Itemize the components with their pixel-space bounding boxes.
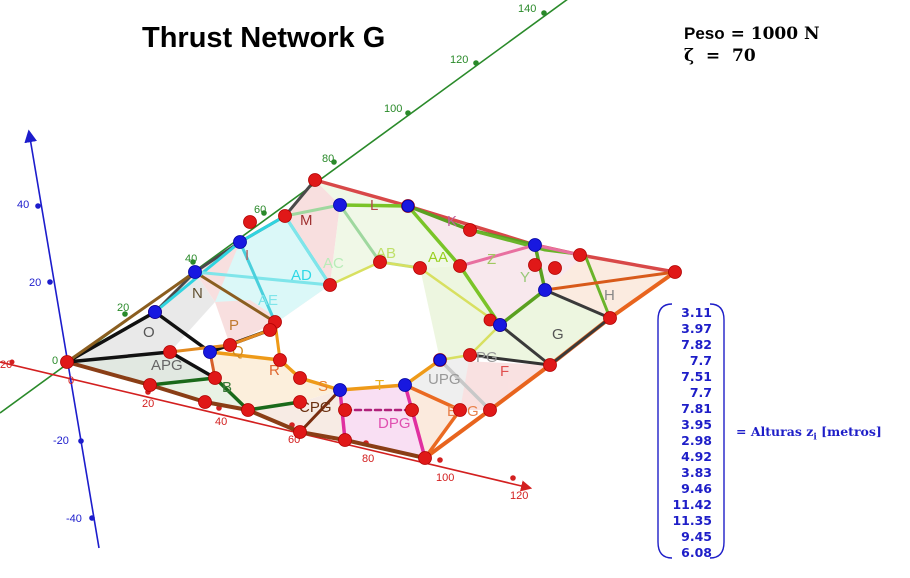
zeta-parameter: ζ = 70 [684, 46, 756, 66]
y-tick-label: 20 [117, 302, 129, 314]
region-label: O [143, 324, 155, 341]
equals-sign: = [700, 46, 727, 66]
region-label: Q [232, 343, 244, 360]
height-value: 3.95 [681, 417, 712, 432]
heights-values: 3.11 3.97 7.82 7.7 7.51 7.7 7.81 3.95 2.… [672, 305, 712, 561]
region-label: UPG [428, 371, 461, 388]
region-label: H [604, 287, 615, 304]
region-label: DPG [378, 415, 411, 432]
region-label: AD [291, 267, 312, 284]
region-label: Y [520, 269, 530, 286]
height-value: 11.35 [672, 513, 712, 528]
y-tick-label: 140 [518, 3, 536, 15]
y-tick-label: 60 [254, 204, 266, 216]
y-tick-label: 100 [384, 103, 402, 115]
zeta-label: ζ [684, 46, 695, 66]
height-value: 6.08 [681, 545, 712, 560]
heights-label: = Alturas zi [metros] [736, 424, 882, 443]
x-axis-line [0, 361, 533, 492]
region-labels: M L K AC AB AA Z AD Y N AE H O P G APG Q… [143, 197, 615, 432]
height-value: 11.42 [672, 497, 712, 512]
y-axis-tick-labels: 20 40 60 80 100 120 140 0 [52, 3, 536, 367]
region-label: AA [428, 249, 448, 266]
region-label: P [229, 317, 239, 334]
z-axis-tick-labels: 40 20 -20 -40 [17, 199, 82, 525]
z-axis-line [24, 129, 100, 549]
z-tick-label: -20 [53, 435, 69, 447]
heights-label-text: = Alturas z [736, 424, 814, 439]
x-tick-label: 40 [215, 416, 227, 428]
z-tick-label: 40 [17, 199, 29, 211]
equals-sign: = [730, 24, 751, 44]
heights-label-unit: [metros] [816, 424, 882, 439]
x-tick-label: 80 [362, 453, 374, 465]
height-value: 9.45 [681, 529, 712, 544]
x-tick-label: 100 [436, 472, 454, 484]
region-label: R [269, 362, 280, 379]
y-origin-label: 0 [52, 355, 58, 367]
z-tick-label: -40 [66, 513, 82, 525]
region-label: S [318, 378, 328, 395]
region-label: Z [487, 251, 496, 268]
x-axis-tick-labels: 20 40 60 80 100 120 0 20 [0, 359, 528, 502]
network-nodes-blue [148, 198, 552, 397]
height-value: 2.98 [681, 433, 712, 448]
x-tick-label: 120 [510, 490, 528, 502]
height-value: 7.7 [689, 353, 712, 368]
height-value: 7.7 [689, 385, 712, 400]
height-value: 3.83 [681, 465, 712, 480]
region-label: N [192, 285, 203, 302]
y-tick-label: 40 [185, 253, 197, 265]
zeta-value: 70 [732, 46, 756, 66]
region-label: G [552, 326, 564, 343]
region-label: L [370, 197, 378, 214]
weight-value: 1000 N [750, 24, 820, 44]
region-label: M [300, 212, 313, 229]
region-label: B [222, 379, 232, 396]
y-tick-label: 120 [450, 54, 468, 66]
region-label: K [447, 213, 457, 230]
x-tick-label: 20 [142, 398, 154, 410]
region-label: I [245, 247, 249, 264]
region-label: F [500, 363, 509, 380]
weight-parameter: Peso = 1000 N [684, 24, 820, 44]
height-value: 7.51 [681, 369, 712, 384]
height-value: 7.81 [681, 401, 712, 416]
x-origin-label: 0 [68, 375, 74, 387]
region-label: T [375, 377, 384, 394]
height-value: 7.82 [681, 337, 712, 352]
region-label: AC [323, 255, 344, 272]
region-label: APG [151, 357, 183, 374]
height-value: 4.92 [681, 449, 712, 464]
z-tick-label: 20 [29, 277, 41, 289]
region-label: CPG [299, 399, 332, 416]
y-tick-label: 80 [322, 153, 334, 165]
heights-matrix: 3.11 3.97 7.82 7.7 7.51 7.7 7.81 3.95 2.… [660, 302, 722, 560]
height-value: 3.11 [681, 305, 712, 320]
region-fills [67, 180, 675, 458]
diagram-title: Thrust Network G [142, 22, 386, 54]
height-value: 3.97 [681, 321, 712, 336]
region-label: AE [258, 292, 278, 309]
x-left-label: 20 [0, 359, 12, 371]
height-value: 9.46 [681, 481, 712, 496]
heights-label-subscript: i [813, 432, 817, 443]
matrix-brackets [657, 303, 725, 559]
weight-label: Peso [684, 24, 725, 43]
